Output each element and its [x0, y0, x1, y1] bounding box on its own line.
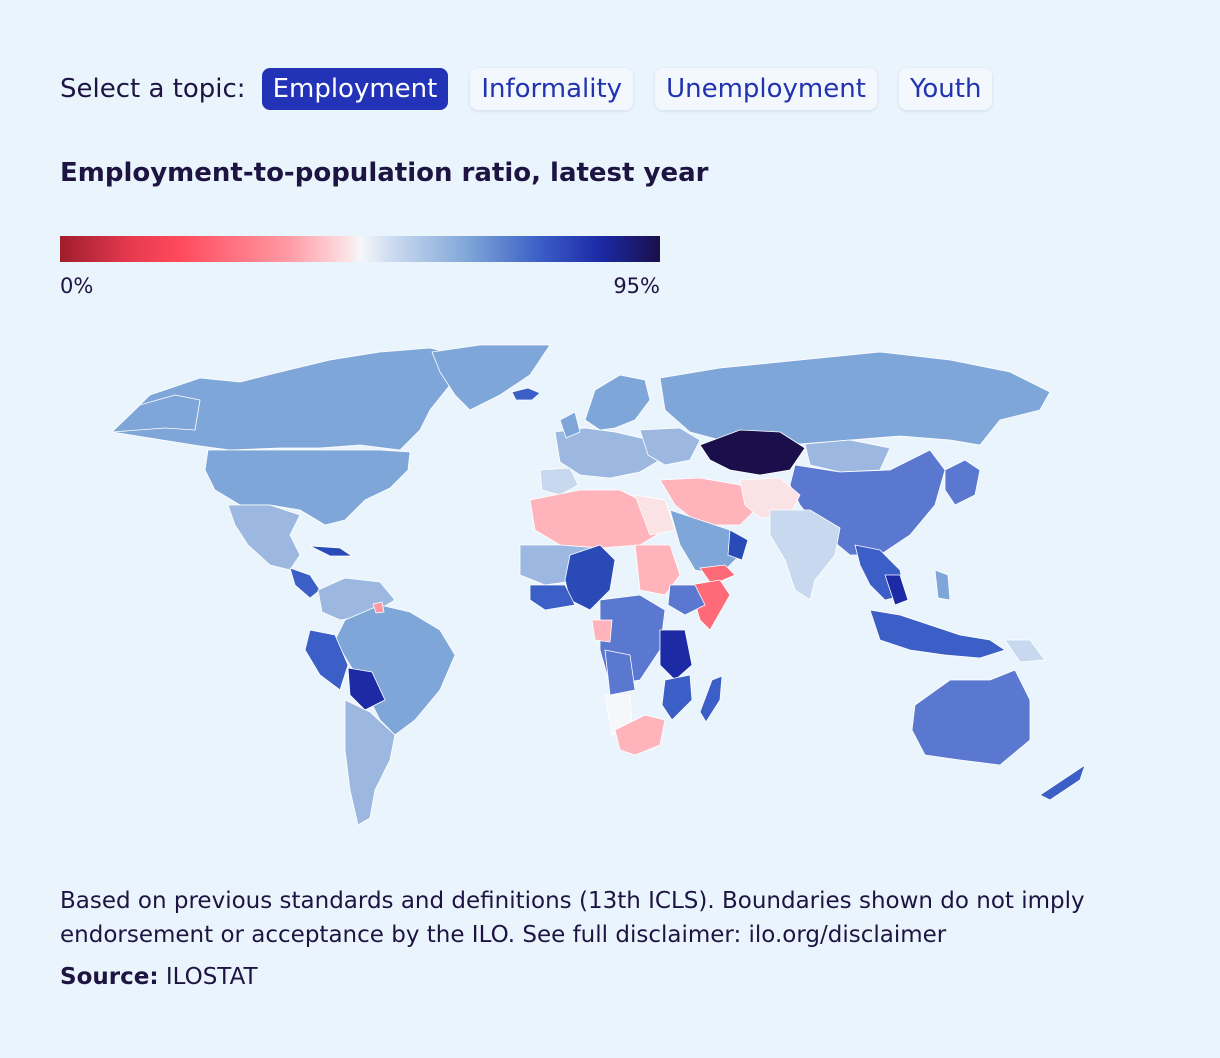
region-cambodia-vietnam[interactable]	[884, 574, 909, 606]
region-usa[interactable]	[204, 449, 411, 526]
region-indonesia[interactable]	[869, 609, 1006, 659]
region-russia[interactable]	[659, 351, 1051, 446]
region-mozambique[interactable]	[661, 674, 693, 721]
region-cuba[interactable]	[309, 545, 353, 557]
region-mongolia[interactable]	[804, 439, 891, 473]
region-suriname[interactable]	[372, 601, 385, 614]
region-peru[interactable]	[304, 629, 349, 691]
region-bolivia[interactable]	[347, 667, 386, 711]
topic-button-informality[interactable]: Informality	[470, 68, 634, 110]
region-kazakhstan[interactable]	[699, 429, 806, 476]
region-west-africa-coast[interactable]	[529, 584, 576, 611]
source-line: Source: ILOSTAT	[60, 964, 258, 990]
region-iceland[interactable]	[511, 387, 541, 401]
footnote: Based on previous standards and definiti…	[60, 888, 1085, 948]
region-mexico[interactable]	[227, 504, 301, 571]
region-argentina-chile[interactable]	[344, 699, 396, 826]
region-angola[interactable]	[604, 649, 636, 696]
region-south-africa[interactable]	[614, 714, 666, 756]
region-japan-korea[interactable]	[944, 459, 981, 506]
region-central-america[interactable]	[289, 567, 321, 599]
region-eastern-europe[interactable]	[639, 427, 701, 466]
world-map	[111, 344, 1086, 826]
topic-button-youth[interactable]: Youth	[898, 68, 993, 110]
region-cameroon-gabon[interactable]	[591, 619, 613, 643]
region-alaska[interactable]	[111, 394, 201, 433]
region-madagascar[interactable]	[699, 675, 723, 723]
scale-min-label: 0%	[60, 274, 94, 298]
region-australia[interactable]	[911, 669, 1031, 766]
region-philippines[interactable]	[934, 569, 951, 601]
topic-button-employment[interactable]: Employment	[261, 68, 449, 110]
region-uk[interactable]	[559, 411, 581, 439]
topic-button-unemployment[interactable]: Unemployment	[655, 68, 877, 110]
region-new-zealand[interactable]	[1039, 764, 1086, 801]
region-greenland[interactable]	[431, 344, 551, 411]
scale-max-label: 95%	[613, 274, 660, 298]
region-scandinavia[interactable]	[584, 374, 651, 431]
region-india[interactable]	[769, 509, 841, 601]
region-oman[interactable]	[727, 529, 749, 561]
source-value: ILOSTAT	[165, 964, 258, 990]
region-north-africa[interactable]	[529, 489, 666, 549]
region-yemen[interactable]	[699, 564, 736, 586]
source-label: Source:	[60, 964, 159, 990]
region-iberia[interactable]	[539, 467, 579, 496]
region-egypt[interactable]	[634, 494, 676, 536]
topic-selector: Select a topic: Employment Informality U…	[60, 68, 1014, 110]
region-middle-east[interactable]	[659, 477, 761, 526]
region-brazil[interactable]	[334, 604, 456, 736]
color-scale-bar	[60, 236, 660, 262]
region-arabia[interactable]	[669, 509, 746, 576]
topic-label: Select a topic:	[60, 74, 246, 104]
region-papua-new-guinea[interactable]	[1004, 639, 1046, 663]
region-horn-of-africa[interactable]	[689, 579, 731, 631]
region-ethiopia[interactable]	[667, 584, 706, 616]
region-tanzania[interactable]	[659, 629, 693, 681]
chart-title: Employment-to-population ratio, latest y…	[60, 158, 709, 188]
